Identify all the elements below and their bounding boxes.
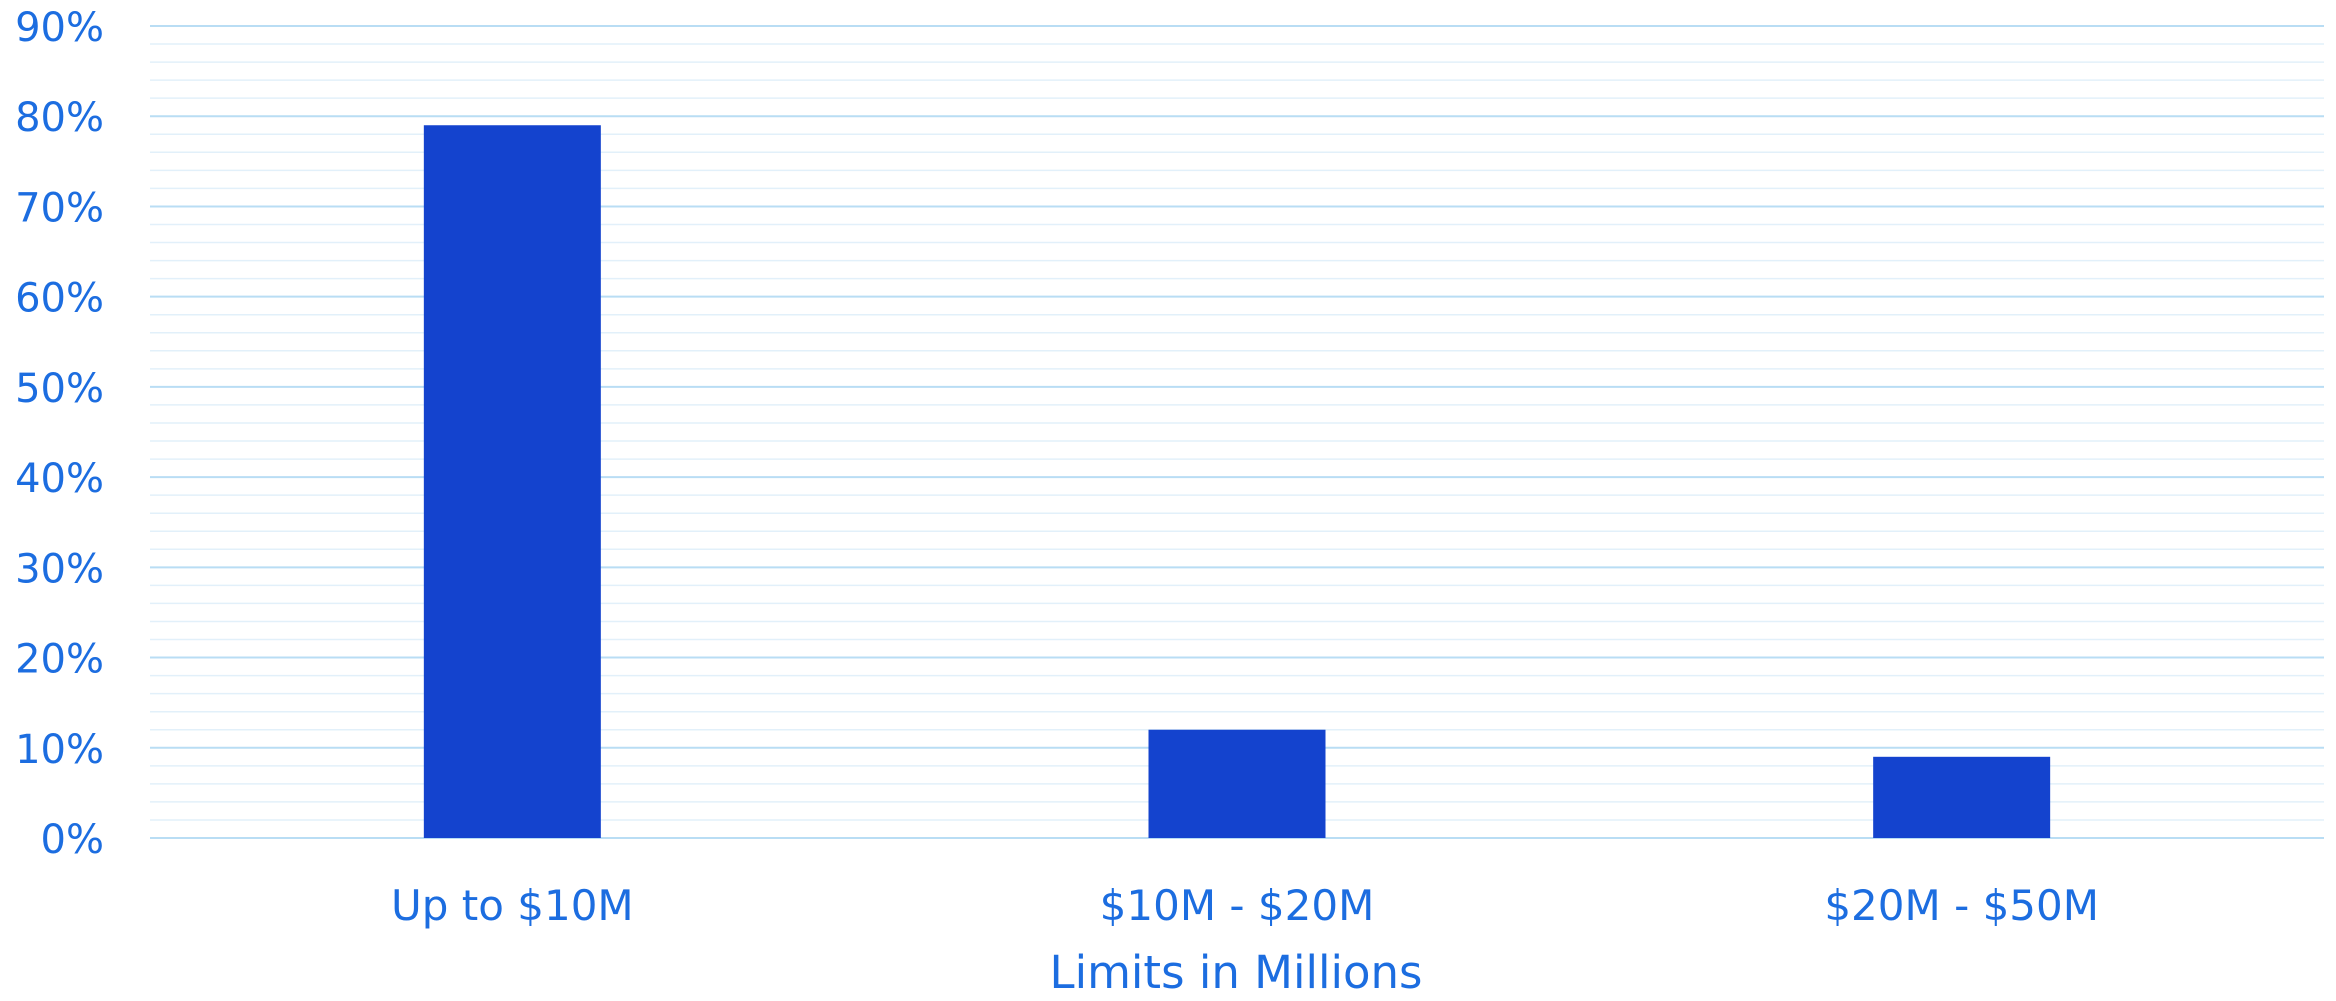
x-tick-label: Up to $10M xyxy=(391,881,634,930)
y-tick-label: 90% xyxy=(15,5,104,51)
y-axis-ticks: 0% 10% 20% 30% 40% 50% 60% 70% 80% 90% xyxy=(15,5,104,863)
y-tick-label: 70% xyxy=(15,185,104,231)
x-axis-ticks: Up to $10M $10M - $20M $20M - $50M xyxy=(391,881,2099,930)
x-axis-title: Limits in Millions xyxy=(1050,946,1423,997)
x-tick-label: $10M - $20M xyxy=(1100,881,1375,930)
y-tick-label: 60% xyxy=(15,276,104,322)
y-tick-label: 80% xyxy=(15,95,104,141)
y-tick-label: 0% xyxy=(41,817,104,863)
y-tick-label: 10% xyxy=(15,727,104,773)
x-tick-label: $20M - $50M xyxy=(1824,881,2099,930)
bar xyxy=(1148,729,1326,838)
y-tick-label: 30% xyxy=(15,546,104,592)
bars xyxy=(423,125,2051,838)
bar xyxy=(1873,756,2051,838)
y-tick-label: 50% xyxy=(15,366,104,412)
y-tick-label: 40% xyxy=(15,456,104,502)
y-tick-label: 20% xyxy=(15,637,104,683)
bar xyxy=(423,125,601,838)
